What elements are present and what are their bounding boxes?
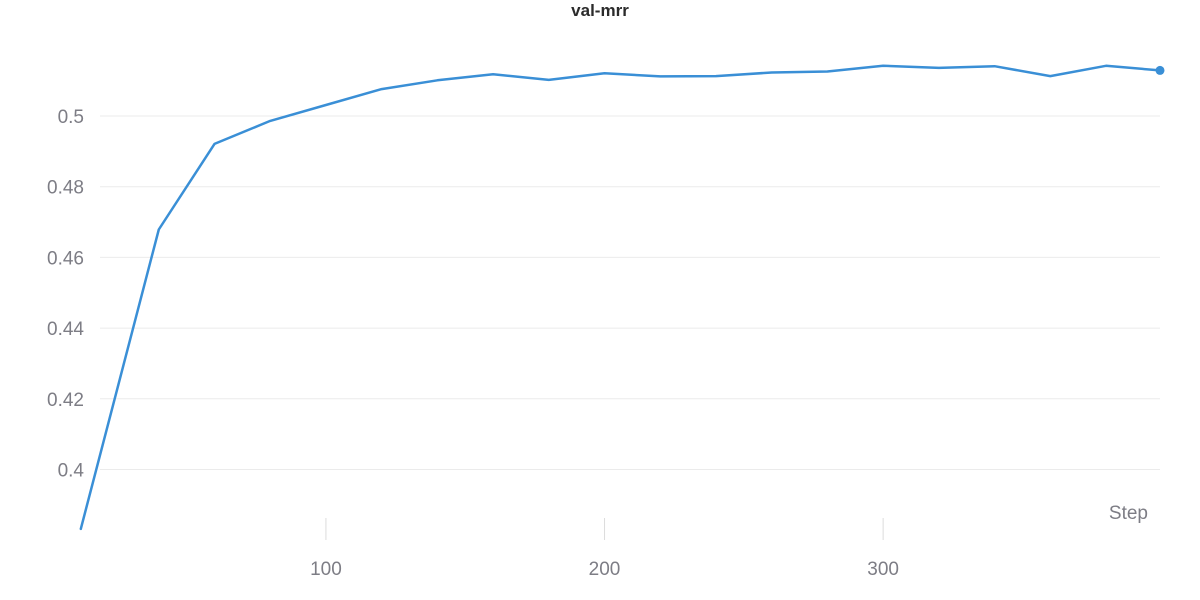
chart-title: val-mrr — [571, 1, 629, 20]
x-tick-label: 300 — [867, 559, 899, 580]
x-tick-label: 100 — [310, 559, 342, 580]
y-axis-ticks: 0.4 0.42 0.44 0.46 0.48 0.5 — [47, 107, 84, 482]
y-tick-label: 0.42 — [47, 390, 84, 411]
y-tick-label: 0.48 — [47, 178, 84, 199]
x-tick-label: 200 — [589, 559, 621, 580]
x-axis-ticks: 100 200 300 — [310, 518, 899, 580]
y-tick-label: 0.5 — [58, 107, 84, 128]
y-tick-label: 0.4 — [58, 461, 85, 482]
y-tick-label: 0.46 — [47, 248, 84, 269]
series-line — [79, 64, 1162, 531]
last-point-marker — [1155, 65, 1165, 75]
x-axis-label: Step — [1109, 503, 1148, 524]
series-layer — [79, 64, 1165, 531]
grid-lines — [100, 115, 1160, 470]
y-tick-label: 0.44 — [47, 319, 84, 340]
